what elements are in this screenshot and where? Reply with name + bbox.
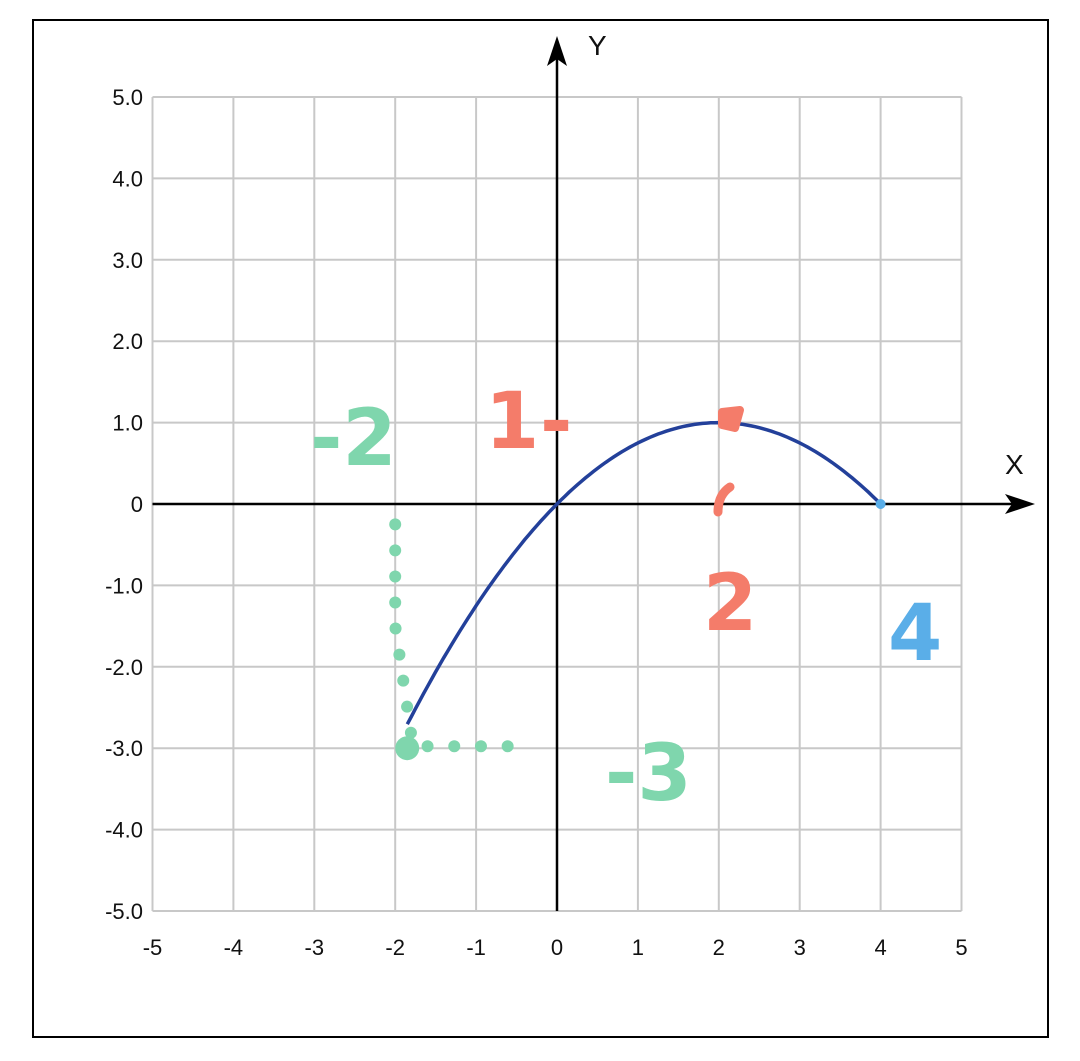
y-tick-label: -5.0 bbox=[105, 899, 143, 924]
tick-labels: -5 -4 -3 -2 -1 0 1 2 3 4 55.04.03.02.01.00-1.0-2.0… bbox=[105, 85, 968, 960]
tick-mark bbox=[713, 482, 735, 517]
axes bbox=[152, 36, 1035, 911]
peak-mark bbox=[718, 406, 744, 432]
x-tick-label: -2 bbox=[385, 935, 405, 960]
guide-dot bbox=[404, 726, 417, 739]
x-axis-label: X bbox=[1005, 449, 1024, 480]
guide-dot bbox=[389, 518, 402, 531]
series bbox=[405, 420, 886, 726]
y-tick-label: 4.0 bbox=[112, 166, 143, 191]
x-axis-arrow bbox=[1005, 494, 1035, 514]
guide-dot bbox=[474, 740, 487, 753]
series-line bbox=[405, 420, 882, 726]
annotation-6: -3 bbox=[605, 729, 692, 819]
annotation-2: 1 bbox=[485, 377, 539, 467]
y-tick-label: 5.0 bbox=[112, 85, 143, 110]
annotation-5: 4 bbox=[888, 589, 942, 679]
x-tick-label: 2 bbox=[713, 935, 725, 960]
x-tick-label: 4 bbox=[874, 935, 886, 960]
highlighted-point bbox=[875, 499, 886, 509]
guide-dots bbox=[389, 518, 514, 761]
y-tick-label: -3.0 bbox=[105, 736, 143, 761]
guide-dot bbox=[393, 648, 406, 661]
guide-dot bbox=[395, 736, 420, 761]
y-tick-label: 3.0 bbox=[112, 248, 143, 273]
annotation-3: - bbox=[540, 377, 572, 467]
y-axis-label: Y bbox=[588, 30, 607, 61]
y-tick-label: 2.0 bbox=[112, 329, 143, 354]
y-tick-label: -2.0 bbox=[105, 655, 143, 680]
guide-dot bbox=[389, 570, 402, 583]
x-tick-label: -3 bbox=[305, 935, 325, 960]
guide-dot bbox=[389, 622, 402, 635]
y-axis-arrow bbox=[547, 36, 567, 66]
x-tick-label: 1 bbox=[632, 935, 644, 960]
guide-dot bbox=[397, 674, 410, 687]
guide-dot bbox=[501, 740, 514, 753]
y-tick-label: 0 bbox=[131, 492, 143, 517]
x-tick-label: 5 bbox=[955, 935, 967, 960]
annotation-4: 2 bbox=[703, 559, 757, 649]
guide-dot bbox=[401, 700, 414, 713]
annotation-1: -2 bbox=[310, 394, 397, 484]
x-tick-label: -1 bbox=[466, 935, 486, 960]
x-tick-label: -5 bbox=[143, 935, 163, 960]
guide-dot bbox=[389, 596, 402, 609]
y-tick-label: -1.0 bbox=[105, 573, 143, 598]
y-tick-label: 1.0 bbox=[112, 411, 143, 436]
x-tick-label: 0 bbox=[551, 935, 563, 960]
guide-dot bbox=[421, 740, 434, 753]
x-tick-label: -4 bbox=[224, 935, 244, 960]
x-tick-label: 3 bbox=[794, 935, 806, 960]
annotations: -2 1 -2 4-3 bbox=[310, 377, 942, 819]
guide-dot bbox=[389, 544, 402, 557]
guide-dot bbox=[448, 740, 461, 753]
chart-frame bbox=[32, 19, 1049, 1038]
y-tick-label: -4.0 bbox=[105, 818, 143, 843]
